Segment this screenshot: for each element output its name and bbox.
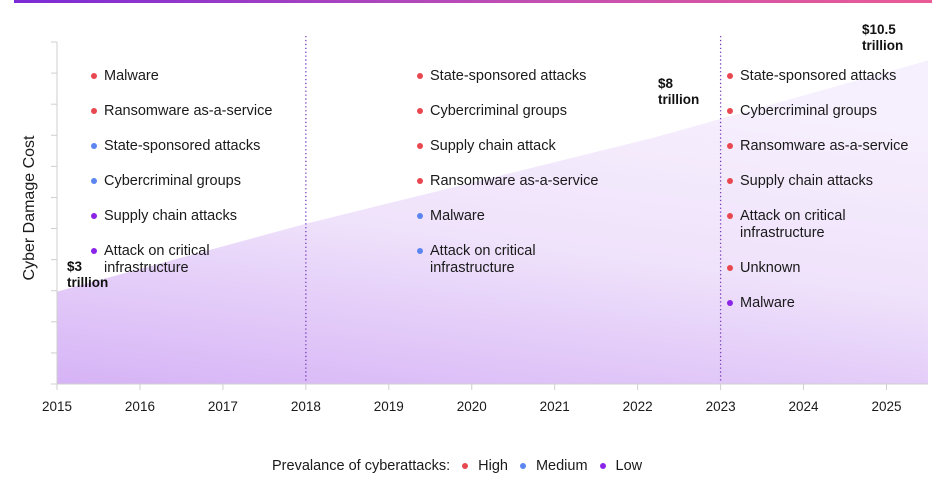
prevalence-dot-high (727, 265, 733, 271)
prevalence-dot-high (417, 73, 423, 79)
x-tick-label-2025: 2025 (871, 399, 901, 414)
threat-label: Ransomware as-a-service (104, 103, 273, 119)
legend-label-medium: Medium (535, 458, 588, 474)
annotation-unit: trillion (658, 92, 700, 107)
x-tick-label-2016: 2016 (125, 399, 155, 414)
threat-label: Supply chain attacks (104, 208, 237, 224)
threat-item: Malware (415, 208, 600, 225)
legend: Prevalance of cyberattacks: High Medium … (272, 458, 642, 474)
prevalence-dot-high (91, 108, 97, 114)
threat-label: Ransomware as-a-service (740, 138, 909, 154)
prevalence-dot-high (417, 143, 423, 149)
threat-label: Cybercriminal groups (740, 103, 877, 119)
threat-label: Ransomware as-a-service (430, 173, 599, 189)
threat-item: Attack on critical infrastructure (415, 243, 600, 277)
prevalence-dot-high (727, 178, 733, 184)
prevalence-dot-high (417, 178, 423, 184)
threat-label: Malware (740, 295, 795, 311)
annotation-value: $3 (67, 259, 83, 274)
threat-label: State-sponsored attacks (104, 138, 261, 154)
prevalence-dot-high (727, 143, 733, 149)
prevalence-dot-high (727, 108, 733, 114)
threat-item: Cybercriminal groups (415, 103, 600, 120)
threat-label: Supply chain attacks (740, 173, 873, 189)
threat-item: Attack on critical infrastructure (89, 243, 274, 277)
threat-item: Ransomware as-a-service (415, 173, 600, 190)
annotation-unit: trillion (862, 38, 904, 53)
x-tick-label-2019: 2019 (374, 399, 404, 414)
threat-item: State-sponsored attacks (89, 138, 274, 155)
legend-item-medium: Medium (519, 458, 588, 474)
annotation-unit: trillion (67, 275, 109, 290)
legend-label-low: Low (615, 458, 643, 474)
prevalence-dot-high (727, 213, 733, 219)
threat-label: Cybercriminal groups (104, 173, 241, 189)
value-annotation: $3 trillion (67, 259, 108, 291)
x-tick-label-2023: 2023 (706, 399, 736, 414)
threat-label: Cybercriminal groups (430, 103, 567, 119)
prevalence-dot-low (727, 300, 733, 306)
value-annotation: $10.5 trillion (862, 22, 903, 54)
legend-dot-medium (519, 463, 526, 469)
x-tick-label-2020: 2020 (457, 399, 487, 414)
threat-label: Supply chain attack (430, 138, 556, 154)
threat-item: State-sponsored attacks (725, 68, 930, 85)
prevalence-dot-high (91, 73, 97, 79)
legend-dot-low (599, 463, 606, 469)
legend-dot-high (462, 463, 469, 469)
value-annotation: $8 trillion (658, 76, 699, 108)
x-tick-label-2015: 2015 (42, 399, 72, 414)
legend-item-high: High (462, 458, 508, 474)
threat-item: State-sponsored attacks (415, 68, 600, 85)
prevalence-dot-medium (91, 143, 97, 149)
threat-item: Supply chain attack (415, 138, 600, 155)
threat-item: Supply chain attacks (725, 173, 930, 190)
prevalence-dot-high (727, 73, 733, 79)
prevalence-dot-medium (417, 213, 423, 219)
top-gradient-rule (14, 0, 932, 3)
prevalence-dot-high (417, 108, 423, 114)
threat-item: Cybercriminal groups (89, 173, 274, 190)
prevalence-dot-medium (417, 248, 423, 254)
threat-label: Unknown (740, 260, 801, 276)
threat-item: Ransomware as-a-service (89, 103, 274, 120)
threat-label: Attack on critical infrastructure (104, 243, 210, 276)
legend-label-high: High (478, 458, 508, 474)
prevalence-dot-low (91, 248, 97, 254)
annotation-value: $8 (658, 76, 674, 91)
threat-label: Attack on critical infrastructure (740, 208, 846, 241)
x-tick-label-2021: 2021 (540, 399, 570, 414)
x-tick-label-2017: 2017 (208, 399, 238, 414)
prevalence-dot-low (91, 213, 97, 219)
prevalence-dot-medium (91, 178, 97, 184)
legend-item-low: Low (599, 458, 643, 474)
annotation-value: $10.5 (862, 22, 896, 37)
threat-item: Ransomware as-a-service (725, 138, 930, 155)
threat-item: Malware (89, 68, 274, 85)
x-tick-label-2022: 2022 (623, 399, 653, 414)
threat-label: Malware (430, 208, 485, 224)
threat-item: Unknown (725, 260, 930, 277)
legend-title: Prevalance of cyberattacks: (272, 458, 451, 474)
threat-item: Attack on critical infrastructure (725, 208, 930, 242)
y-axis-label: Cyber Damage Cost (21, 135, 38, 281)
x-tick-label-2018: 2018 (291, 399, 321, 414)
threat-label: State-sponsored attacks (430, 68, 587, 84)
damage-cost-area (57, 60, 928, 385)
chart-canvas: 2015 2016 2017 2018 2019 2020 2021 2022 2023 2024… (42, 36, 928, 414)
threat-item: Cybercriminal groups (725, 103, 930, 120)
x-tick-label-2024: 2024 (789, 399, 820, 414)
threat-label: Attack on critical infrastructure (430, 243, 536, 276)
threat-item: Malware (725, 295, 930, 312)
threat-label: State-sponsored attacks (740, 68, 897, 84)
threat-item: Supply chain attacks (89, 208, 274, 225)
threat-label: Malware (104, 68, 159, 84)
